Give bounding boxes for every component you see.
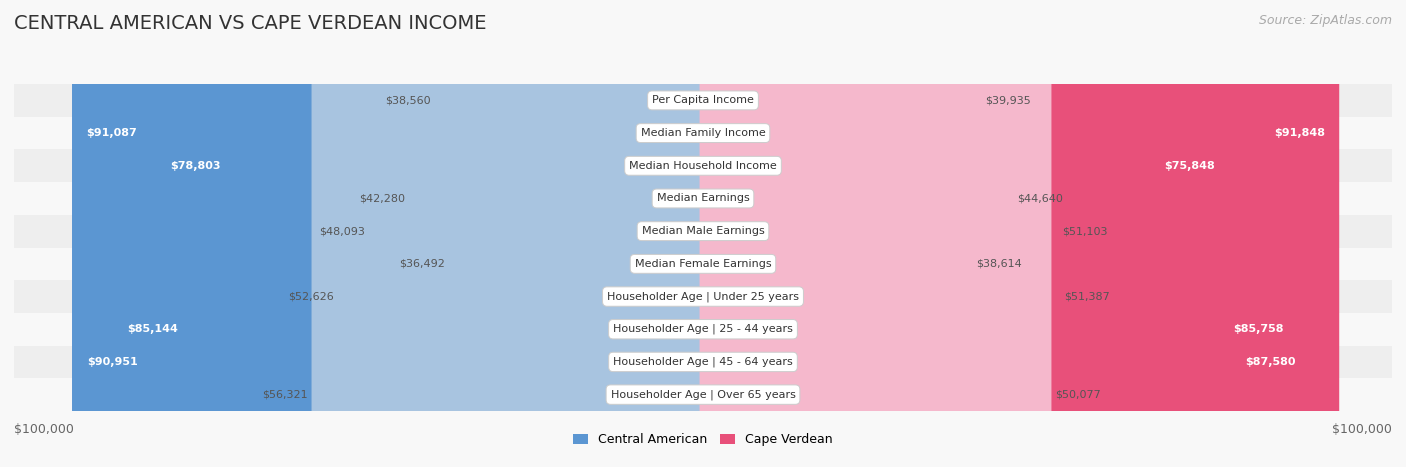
Text: $51,387: $51,387 bbox=[1064, 291, 1109, 302]
Text: $44,640: $44,640 bbox=[1018, 193, 1063, 204]
Text: Householder Age | Over 65 years: Householder Age | Over 65 years bbox=[610, 389, 796, 400]
Text: Householder Age | 25 - 44 years: Householder Age | 25 - 44 years bbox=[613, 324, 793, 334]
FancyBboxPatch shape bbox=[700, 0, 1014, 467]
Text: Median Household Income: Median Household Income bbox=[628, 161, 778, 171]
Text: Median Earnings: Median Earnings bbox=[657, 193, 749, 204]
FancyBboxPatch shape bbox=[368, 0, 706, 467]
Text: $85,758: $85,758 bbox=[1233, 324, 1284, 334]
Text: $100,000: $100,000 bbox=[1331, 423, 1392, 436]
Bar bbox=[14, 182, 1392, 215]
Text: Per Capita Income: Per Capita Income bbox=[652, 95, 754, 106]
FancyBboxPatch shape bbox=[700, 0, 1229, 467]
Text: $38,560: $38,560 bbox=[385, 95, 430, 106]
FancyBboxPatch shape bbox=[700, 0, 1340, 467]
Bar bbox=[14, 84, 1392, 117]
FancyBboxPatch shape bbox=[700, 0, 1298, 467]
FancyBboxPatch shape bbox=[408, 0, 706, 467]
FancyBboxPatch shape bbox=[700, 0, 1052, 467]
Bar bbox=[14, 313, 1392, 346]
Text: $91,087: $91,087 bbox=[86, 128, 136, 138]
Text: $90,951: $90,951 bbox=[87, 357, 138, 367]
Text: $38,614: $38,614 bbox=[976, 259, 1022, 269]
Bar bbox=[14, 149, 1392, 182]
Text: $87,580: $87,580 bbox=[1246, 357, 1296, 367]
Text: Median Male Earnings: Median Male Earnings bbox=[641, 226, 765, 236]
Text: $36,492: $36,492 bbox=[399, 259, 444, 269]
Text: $42,280: $42,280 bbox=[359, 193, 405, 204]
Text: $75,848: $75,848 bbox=[1164, 161, 1215, 171]
FancyBboxPatch shape bbox=[112, 0, 706, 467]
FancyBboxPatch shape bbox=[72, 0, 706, 467]
Bar bbox=[14, 117, 1392, 149]
FancyBboxPatch shape bbox=[312, 0, 706, 467]
Text: $52,626: $52,626 bbox=[288, 291, 333, 302]
Text: $56,321: $56,321 bbox=[263, 389, 308, 400]
Text: $48,093: $48,093 bbox=[319, 226, 364, 236]
FancyBboxPatch shape bbox=[337, 0, 706, 467]
Text: $51,103: $51,103 bbox=[1062, 226, 1108, 236]
Bar bbox=[14, 248, 1392, 280]
Text: CENTRAL AMERICAN VS CAPE VERDEAN INCOME: CENTRAL AMERICAN VS CAPE VERDEAN INCOME bbox=[14, 14, 486, 33]
Text: $91,848: $91,848 bbox=[1274, 128, 1326, 138]
Text: $78,803: $78,803 bbox=[170, 161, 221, 171]
FancyBboxPatch shape bbox=[700, 0, 1060, 467]
Text: $50,077: $50,077 bbox=[1054, 389, 1101, 400]
Bar bbox=[14, 215, 1392, 248]
Bar bbox=[14, 346, 1392, 378]
FancyBboxPatch shape bbox=[700, 0, 1310, 467]
Bar bbox=[14, 280, 1392, 313]
FancyBboxPatch shape bbox=[700, 0, 973, 467]
Text: Median Family Income: Median Family Income bbox=[641, 128, 765, 138]
Text: Householder Age | Under 25 years: Householder Age | Under 25 years bbox=[607, 291, 799, 302]
FancyBboxPatch shape bbox=[434, 0, 706, 467]
Text: Median Female Earnings: Median Female Earnings bbox=[634, 259, 772, 269]
FancyBboxPatch shape bbox=[700, 0, 1059, 467]
FancyBboxPatch shape bbox=[449, 0, 706, 467]
Text: $39,935: $39,935 bbox=[986, 95, 1031, 106]
Bar bbox=[14, 378, 1392, 411]
Text: $100,000: $100,000 bbox=[14, 423, 75, 436]
Text: Householder Age | 45 - 64 years: Householder Age | 45 - 64 years bbox=[613, 357, 793, 367]
FancyBboxPatch shape bbox=[156, 0, 706, 467]
FancyBboxPatch shape bbox=[700, 0, 981, 467]
Text: Source: ZipAtlas.com: Source: ZipAtlas.com bbox=[1258, 14, 1392, 27]
Text: $85,144: $85,144 bbox=[127, 324, 177, 334]
FancyBboxPatch shape bbox=[73, 0, 706, 467]
Legend: Central American, Cape Verdean: Central American, Cape Verdean bbox=[568, 428, 838, 452]
